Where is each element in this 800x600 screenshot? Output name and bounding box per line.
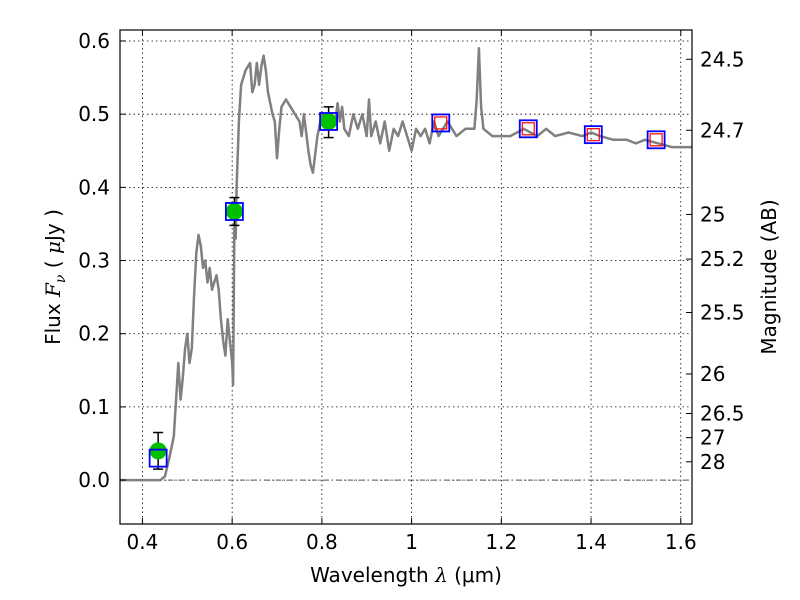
y-tick-label: 0.6 xyxy=(78,29,110,53)
blue-square-marker xyxy=(583,125,603,145)
right-tick-label: 26 xyxy=(700,362,725,386)
right-tick-label: 27 xyxy=(700,426,725,450)
y-tick-label: 0.5 xyxy=(78,102,110,126)
y-axis-label: Flux Fν ( μJy ) xyxy=(41,209,69,345)
x-tick-label: 0.4 xyxy=(127,530,159,554)
data-layer xyxy=(120,47,692,482)
right-tick-label: 24.7 xyxy=(700,118,745,142)
y-tick-label: 0.2 xyxy=(78,322,110,346)
x-tick-label: 1.6 xyxy=(665,530,697,554)
blue-square-marker xyxy=(431,113,451,133)
red-square-marker xyxy=(586,128,600,142)
x-tick-label: 0.8 xyxy=(306,530,338,554)
right-tick-label: 25 xyxy=(700,202,725,226)
blue-square-marker xyxy=(518,119,538,139)
x-axis-label: Wavelength λ (μm) xyxy=(310,563,502,587)
right-tick-label: 25.2 xyxy=(700,247,745,271)
model-spectrum-line xyxy=(120,47,692,482)
y-tick-label: 0.0 xyxy=(78,468,110,492)
y-tick-label: 0.3 xyxy=(78,249,110,273)
blue-square-marker xyxy=(224,202,244,221)
observed-flux-point xyxy=(320,112,338,130)
red-square-marker xyxy=(521,122,535,136)
y-axis-label-subscript: ν xyxy=(53,274,69,283)
red-square-marker xyxy=(434,116,448,130)
right-tick-label: 25.5 xyxy=(700,300,745,324)
x-tick-label: 0.6 xyxy=(216,530,248,554)
x-tick-label: 1.4 xyxy=(575,530,607,554)
x-tick-label: 1 xyxy=(405,530,418,554)
red-square-marker xyxy=(649,133,663,147)
plot-frame xyxy=(119,29,693,525)
right-tick-label: 28 xyxy=(700,450,725,474)
right-axis-label: Magnitude (AB) xyxy=(757,199,781,354)
blue-square-marker xyxy=(319,112,339,131)
observed-flux-point xyxy=(149,442,167,460)
y-tick-label: 0.4 xyxy=(78,175,110,199)
right-tick-label: 26.5 xyxy=(700,401,745,425)
y-tick-label: 0.1 xyxy=(78,395,110,419)
observed-flux-point xyxy=(225,202,243,220)
y-axis-label-mu: μ xyxy=(41,241,65,254)
x-tick-label: 1.2 xyxy=(485,530,517,554)
ticks: 0.4 0.6 0.8 1 1.2 1.4 1.6 0.0 0.1 0.2 0.3 0.4 0.5 0.6… xyxy=(78,29,744,554)
blue-square-marker xyxy=(148,448,168,468)
y-axis-label-symbol: F xyxy=(41,282,65,298)
right-tick-label: 24.5 xyxy=(700,47,745,71)
x-axis-label-symbol: λ xyxy=(434,563,448,587)
blue-square-marker xyxy=(646,130,666,150)
